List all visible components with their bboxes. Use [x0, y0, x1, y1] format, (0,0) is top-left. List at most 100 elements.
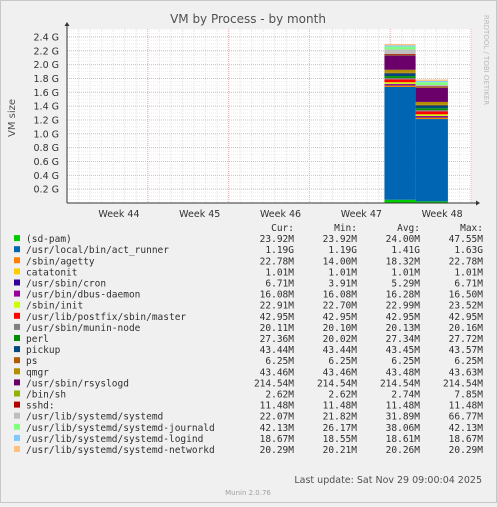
- legend-value-max: 18.67M: [449, 434, 484, 445]
- legend-value-cur: 42.13M: [260, 423, 295, 434]
- munin-version-footer: Munin 2.0.76: [225, 489, 271, 497]
- area-19-cur: [415, 80, 448, 83]
- legend-value-min: 1.01M: [328, 267, 357, 278]
- legend-column-header: Min:: [334, 223, 357, 234]
- legend-swatch: [14, 268, 20, 275]
- legend-value-min: 22.70M: [323, 301, 358, 312]
- area-5-max: [384, 84, 416, 86]
- area-12-cur: [415, 104, 448, 106]
- area-1-cur: [415, 201, 448, 203]
- legend-value-cur: 22.78M: [260, 256, 295, 267]
- legend-value-cur: 6.25M: [265, 356, 294, 367]
- area-18-max: [384, 46, 416, 50]
- legend-value-avg: 1.41G: [391, 245, 420, 256]
- legend-value-max: 43.63M: [449, 367, 484, 378]
- legend-value-cur: 22.91M: [260, 301, 295, 312]
- legend-value-avg: 24.00M: [386, 234, 421, 245]
- legend-value-avg: 42.95M: [386, 312, 421, 323]
- legend-value-avg: 31.89M: [386, 412, 421, 423]
- area-19-max: [384, 45, 416, 47]
- legend-value-max: 11.48M: [449, 401, 484, 412]
- legend-series-name: /sbin/init: [26, 301, 83, 312]
- legend-value-cur: 1.19G: [265, 245, 294, 256]
- area-8-cur: [415, 111, 448, 115]
- legend-value-avg: 27.34M: [386, 334, 421, 345]
- legend-series-name: /usr/sbin/rsyslogd: [26, 378, 129, 389]
- legend: Cur: Min: Avg: Max: (sd-pam) 23.92M 23.92M 24.0…: [14, 223, 483, 456]
- legend-value-avg: 38.06M: [386, 423, 421, 434]
- y-tick-label: 1.4 G: [34, 102, 60, 113]
- legend-series-name: /sbin/agetty: [26, 256, 95, 267]
- area-2-max: [384, 86, 416, 200]
- legend-series-name: /usr/lib/postfix/sbin/master: [26, 312, 186, 323]
- legend-value-min: 2.62M: [328, 390, 357, 401]
- legend-value-min: 20.21M: [323, 445, 358, 456]
- legend-value-cur: 22.07M: [260, 412, 295, 423]
- legend-series-name: perl: [26, 334, 49, 345]
- area-16-max: [384, 53, 416, 55]
- legend-value-min: 42.95M: [323, 312, 358, 323]
- area-12-max: [384, 72, 416, 74]
- legend-value-min: 16.08M: [323, 290, 358, 301]
- y-tick-label: 2.0 G: [34, 60, 60, 71]
- area-18-cur: [415, 82, 448, 85]
- legend-value-avg: 20.13M: [386, 323, 421, 334]
- last-update: Last update: Sat Nov 29 09:00:04 2025: [294, 475, 482, 486]
- legend-value-cur: 2.62M: [265, 390, 294, 401]
- y-tick-label: 2.4 G: [34, 32, 60, 43]
- legend-value-cur: 23.92M: [260, 234, 295, 245]
- legend-value-max: 16.50M: [449, 290, 484, 301]
- legend-column-header: Max:: [460, 223, 483, 234]
- area-20-max: [384, 43, 416, 46]
- legend-swatch: [14, 423, 20, 430]
- area-4-cur: [415, 117, 448, 119]
- axes-layer: 0.2 G 0.4 G 0.6 G 0.8 G 1.0 G 1.2 G 1.4 G 1.6 G…: [34, 22, 480, 220]
- area-17-max: [384, 49, 416, 54]
- legend-series-name: ps: [26, 356, 37, 367]
- rrdtool-watermark: RRDTOOL / TOBI OETIKER: [482, 15, 490, 105]
- legend-value-max: 7.85M: [454, 390, 483, 401]
- area-3-max: [384, 85, 416, 87]
- legend-value-max: 47.55M: [449, 234, 484, 245]
- legend-value-avg: 1.01M: [391, 267, 420, 278]
- legend-value-min: 23.92M: [323, 234, 358, 245]
- y-axis-label: VM size: [7, 99, 18, 137]
- x-tick-label: Week 46: [260, 209, 301, 220]
- legend-swatch: [14, 434, 20, 441]
- legend-value-cur: 6.71M: [265, 279, 294, 290]
- legend-swatch: [14, 246, 20, 253]
- legend-value-max: 23.52M: [449, 301, 484, 312]
- x-axis-arrow: [476, 200, 480, 206]
- legend-column-header: Cur:: [271, 223, 294, 234]
- y-tick-label: 1.6 G: [34, 88, 60, 99]
- area-3-cur: [415, 117, 448, 120]
- area-9-max: [384, 77, 416, 80]
- area-14-max: [384, 55, 416, 70]
- legend-swatch: [14, 335, 20, 341]
- area-13-max: [384, 69, 416, 73]
- legend-series-name: catatonit: [26, 267, 77, 278]
- x-tick-label: Week 45: [179, 209, 220, 220]
- y-tick-label: 0.4 G: [34, 171, 60, 182]
- legend-value-min: 1.19G: [328, 245, 357, 256]
- legend-swatch: [14, 379, 20, 386]
- legend-value-min: 3.91M: [328, 279, 357, 290]
- legend-swatch: [14, 446, 20, 452]
- legend-value-avg: 20.26M: [386, 445, 421, 456]
- legend-value-cur: 11.48M: [260, 401, 295, 412]
- area-2-cur: [415, 119, 448, 202]
- legend-swatch: [14, 257, 20, 264]
- legend-value-avg: 214.54M: [380, 378, 420, 389]
- stacked-area-layer: [384, 43, 448, 203]
- area-15-max: [384, 54, 416, 56]
- legend-value-max: 43.57M: [449, 345, 484, 356]
- legend-value-cur: 42.95M: [260, 312, 295, 323]
- area-7-max: [384, 82, 416, 84]
- area-14-cur: [415, 87, 448, 102]
- x-tick-label: Week 48: [422, 209, 463, 220]
- legend-series-name: /usr/lib/systemd/systemd-journald: [26, 423, 215, 434]
- area-1-max: [384, 199, 416, 203]
- legend-swatch: [14, 390, 20, 397]
- legend-series-name: /usr/lib/systemd/systemd: [26, 412, 163, 423]
